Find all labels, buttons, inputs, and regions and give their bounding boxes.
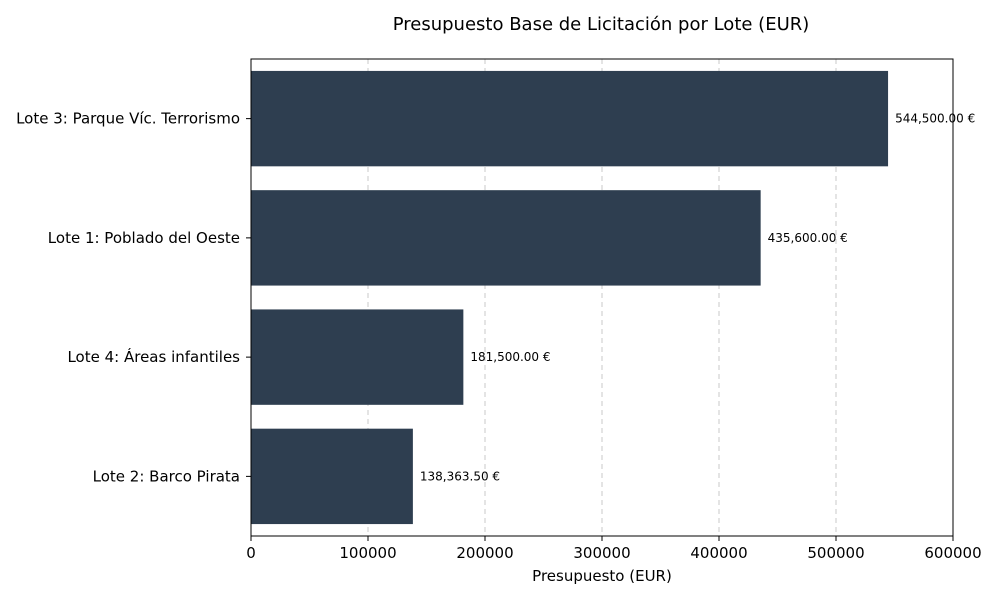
bar <box>251 309 464 405</box>
x-tick-label: 500000 <box>807 544 864 562</box>
category-label: Lote 3: Parque Víc. Terrorismo <box>16 110 240 128</box>
bar <box>251 70 889 167</box>
data-labels: 544,500.00 € 435,600.00 € 181,500.00 € 138,… <box>420 112 975 484</box>
data-label: 544,500.00 € <box>895 112 975 126</box>
data-label: 435,600.00 € <box>768 231 848 245</box>
x-tick-label: 200000 <box>456 544 513 562</box>
category-label: Lote 4: Áreas infantiles <box>67 347 240 366</box>
x-tick-label: 300000 <box>573 544 630 562</box>
x-axis-title: Presupuesto (EUR) <box>532 567 672 585</box>
data-label: 138,363.50 € <box>420 469 500 483</box>
x-tick-label: 400000 <box>690 544 747 562</box>
category-label: Lote 2: Barco Pirata <box>93 467 240 485</box>
bar <box>251 190 761 286</box>
data-label: 181,500.00 € <box>470 350 550 364</box>
bar <box>251 428 413 525</box>
bars <box>251 70 889 525</box>
x-tick-label: 0 <box>246 544 256 562</box>
chart-title: Presupuesto Base de Licitación por Lote … <box>393 14 810 35</box>
x-axis-ticks: 0 100000 200000 300000 400000 500000 600000 <box>246 536 982 562</box>
x-tick-label: 600000 <box>924 544 981 562</box>
category-label: Lote 1: Poblado del Oeste <box>48 229 240 247</box>
x-tick-label: 100000 <box>339 544 396 562</box>
y-axis-categories: Lote 3: Parque Víc. Terrorismo Lote 1: Po… <box>16 110 251 485</box>
